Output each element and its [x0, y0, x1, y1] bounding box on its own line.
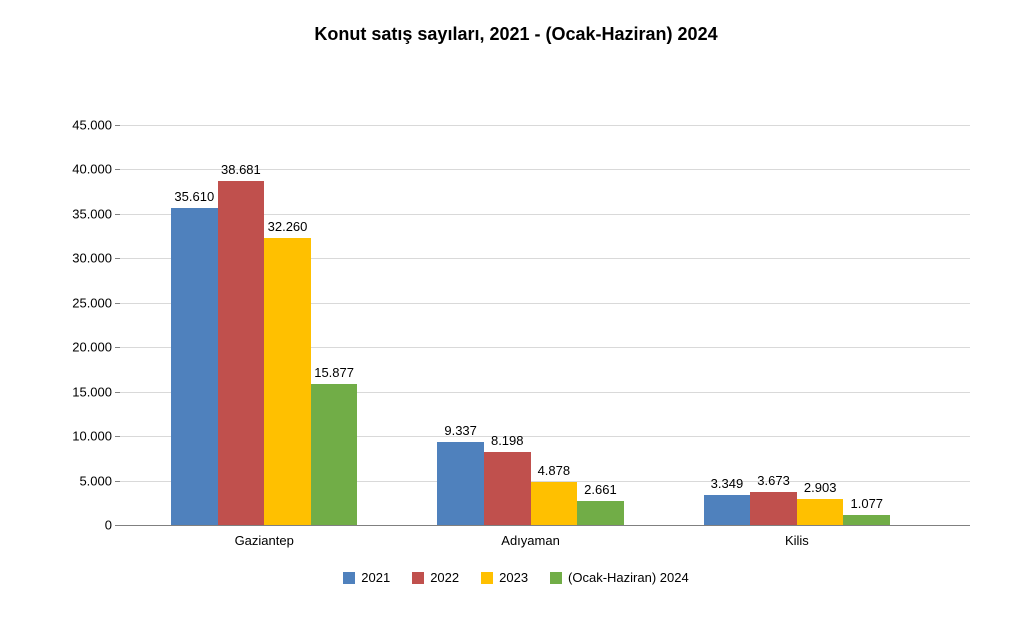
bar: 9.337	[437, 442, 484, 525]
legend-swatch	[412, 572, 424, 584]
bar-value-label: 38.681	[221, 162, 261, 177]
category-label: Adıyaman	[501, 533, 560, 548]
y-tick	[115, 525, 120, 526]
y-tick-label: 35.000	[72, 206, 112, 221]
legend-label: 2023	[499, 570, 528, 585]
bar-value-label: 1.077	[851, 496, 884, 511]
y-tick-label: 25.000	[72, 295, 112, 310]
bar: 4.878	[531, 482, 578, 525]
y-tick	[115, 125, 120, 126]
y-tick	[115, 436, 120, 437]
bar-value-label: 9.337	[444, 423, 477, 438]
bar: 32.260	[264, 238, 311, 525]
bar: 3.673	[750, 492, 797, 525]
bar: 15.877	[311, 384, 358, 525]
legend-label: 2021	[361, 570, 390, 585]
legend-item: 2022	[412, 570, 459, 585]
y-tick	[115, 392, 120, 393]
chart-title: Konut satış sayıları, 2021 - (Ocak-Hazir…	[0, 24, 1032, 45]
y-tick	[115, 347, 120, 348]
bar-value-label: 3.673	[757, 473, 790, 488]
y-tick	[115, 214, 120, 215]
bar: 38.681	[218, 181, 265, 525]
bar-value-label: 2.661	[584, 482, 617, 497]
legend-item: (Ocak-Haziran) 2024	[550, 570, 689, 585]
bar-value-label: 2.903	[804, 480, 837, 495]
legend-label: 2022	[430, 570, 459, 585]
category-label: Kilis	[785, 533, 809, 548]
bar-value-label: 3.349	[711, 476, 744, 491]
y-tick	[115, 258, 120, 259]
bar: 35.610	[171, 208, 218, 525]
bar-value-label: 35.610	[174, 189, 214, 204]
y-tick	[115, 169, 120, 170]
y-tick	[115, 303, 120, 304]
y-tick	[115, 481, 120, 482]
y-tick-label: 45.000	[72, 118, 112, 133]
y-tick-label: 30.000	[72, 251, 112, 266]
bar: 2.661	[577, 501, 624, 525]
y-tick-label: 5.000	[79, 473, 112, 488]
y-tick-label: 20.000	[72, 340, 112, 355]
category-label: Gaziantep	[235, 533, 294, 548]
y-tick-label: 40.000	[72, 162, 112, 177]
legend-item: 2021	[343, 570, 390, 585]
bar-value-label: 8.198	[491, 433, 524, 448]
y-tick-label: 15.000	[72, 384, 112, 399]
chart-container: Konut satış sayıları, 2021 - (Ocak-Hazir…	[0, 0, 1032, 627]
bar-value-label: 32.260	[268, 219, 308, 234]
bar: 1.077	[843, 515, 890, 525]
bar: 2.903	[797, 499, 844, 525]
bar-value-label: 15.877	[314, 365, 354, 380]
legend-label: (Ocak-Haziran) 2024	[568, 570, 689, 585]
legend-swatch	[550, 572, 562, 584]
legend: 2021 2022 2023 (Ocak-Haziran) 2024	[0, 570, 1032, 585]
bar: 8.198	[484, 452, 531, 525]
plot-area: 05.00010.00015.00020.00025.00030.00035.0…	[120, 125, 970, 526]
y-tick-label: 0	[105, 518, 112, 533]
gridline	[120, 125, 970, 126]
bar: 3.349	[704, 495, 751, 525]
y-tick-label: 10.000	[72, 429, 112, 444]
legend-item: 2023	[481, 570, 528, 585]
bar-value-label: 4.878	[538, 463, 571, 478]
legend-swatch	[343, 572, 355, 584]
legend-swatch	[481, 572, 493, 584]
